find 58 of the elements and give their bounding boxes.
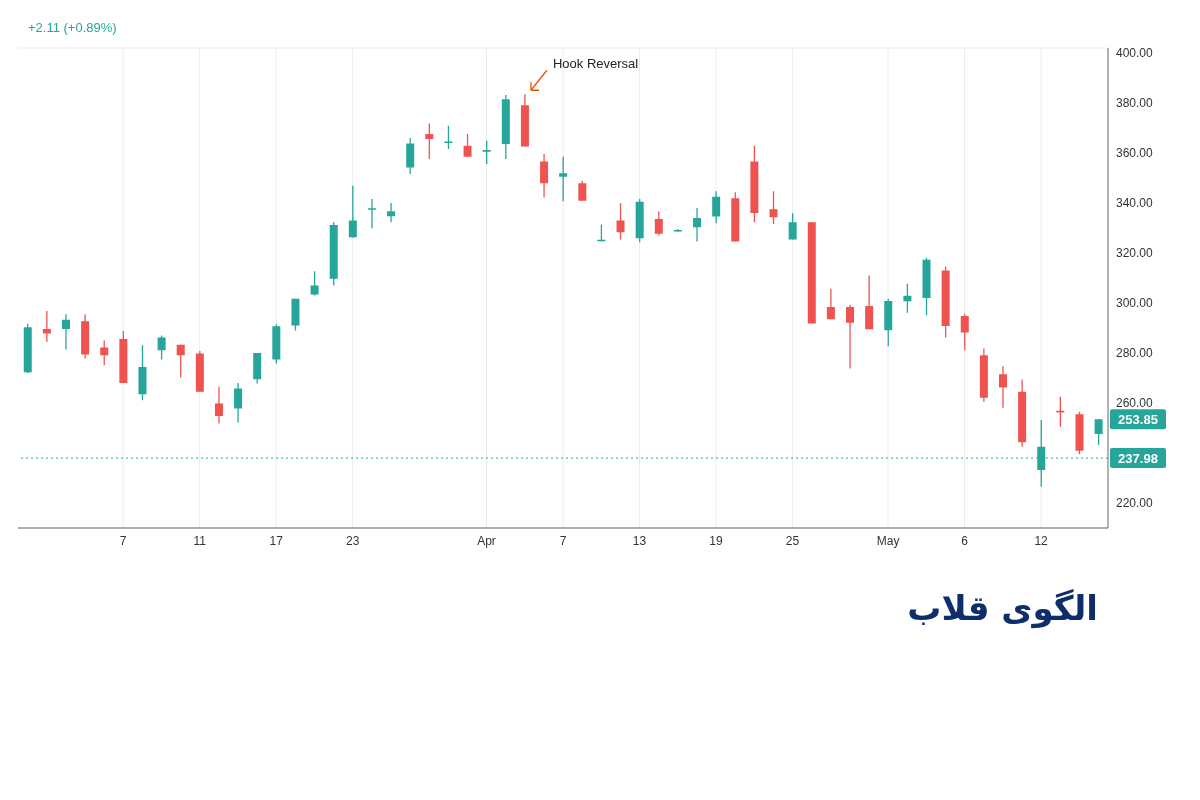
y-tick-label: 280.00 (1116, 346, 1154, 361)
candlestick (406, 137, 415, 175)
annotation: Hook Reversal (552, 56, 639, 72)
candlestick (540, 153, 549, 198)
y-tick-label: 220.00 (1116, 496, 1154, 511)
text: الگوی قلاب (906, 587, 1099, 628)
ref-line-label: 237.98 (1118, 451, 1158, 467)
candlestick (578, 180, 587, 202)
candlestick (559, 156, 568, 202)
x-tick-label: Apr (477, 533, 496, 548)
candlestick (788, 212, 797, 241)
candlestick (999, 365, 1007, 409)
candlestick (654, 210, 663, 237)
candlestick (769, 190, 778, 225)
candlestick (425, 122, 434, 160)
x-tick-label: May (876, 533, 900, 548)
candlestick (61, 313, 70, 351)
x-tick-label: 6 (961, 533, 969, 548)
text: 253.85 (1118, 412, 1158, 428)
candlestick (157, 334, 166, 361)
y-tick-label: 340.00 (1116, 196, 1154, 211)
candlestick (176, 344, 185, 379)
x-tick-label: 11 (193, 533, 207, 548)
candlestick (367, 198, 376, 229)
y-tick-label: 320.00 (1116, 246, 1154, 261)
x-tick-label: 7 (119, 533, 127, 548)
candlestick (1056, 396, 1065, 428)
candlestick (846, 304, 855, 370)
candlestick (482, 140, 491, 165)
y-tick-label: 400.00 (1116, 46, 1154, 61)
candlestick (960, 313, 969, 351)
candlestick (42, 310, 51, 343)
candlestick (387, 202, 396, 223)
x-tick-label: 17 (269, 533, 284, 548)
candlestick (100, 339, 109, 366)
x-tick-label: 19 (709, 533, 723, 548)
candlestick (865, 274, 874, 330)
candlestick (1094, 418, 1103, 446)
y-tick-label: 260.00 (1116, 396, 1154, 411)
candlestick (903, 283, 912, 314)
x-tick-label: 23 (345, 533, 360, 548)
candlestick (463, 133, 472, 158)
text: +2.11 (+0.89%) (28, 20, 117, 35)
y-tick-label: 300.00 (1116, 296, 1154, 311)
y-tick-label: 380.00 (1116, 96, 1154, 111)
candlestick (693, 207, 702, 243)
candlestick (234, 382, 243, 424)
candlestick (310, 270, 319, 297)
y-tick-label: 360.00 (1116, 146, 1154, 161)
candlestick (214, 386, 223, 425)
candlestick (826, 288, 835, 320)
candlestick (616, 202, 625, 241)
x-tick-label: 25 (785, 533, 800, 548)
candlestick (712, 190, 721, 224)
x-tick-label: 13 (632, 533, 647, 548)
candlestick (348, 185, 357, 239)
x-tick-label: 12 (1034, 533, 1049, 548)
x-tick-label: 7 (559, 533, 567, 548)
